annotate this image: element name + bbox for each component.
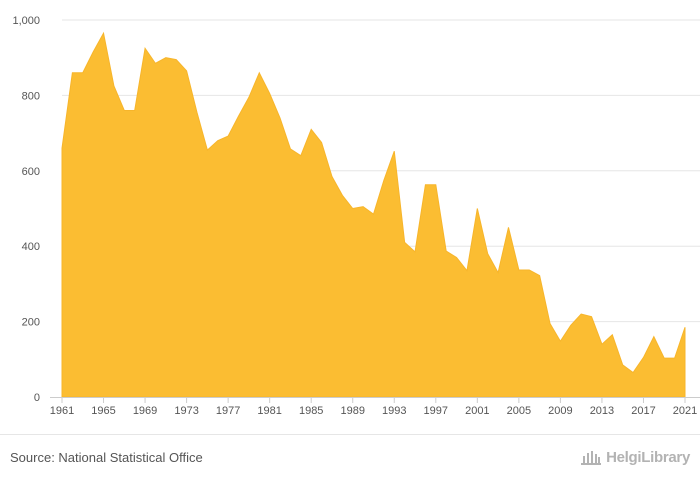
y-tick-label: 0 [34,392,40,404]
x-axis-tick-labels: 1961 1965 1969 1973 1977 1981 1985 1989 1993 1997… [50,397,697,417]
x-tick-label: 2009 [548,405,572,417]
x-tick-label: 1989 [340,405,364,417]
x-tick-label: 1993 [382,405,406,417]
y-tick-label: 400 [22,241,40,253]
area-series [61,31,686,398]
x-tick-label: 1977 [216,405,240,417]
x-tick-label: 1997 [424,405,448,417]
x-tick-label: 1965 [91,405,115,417]
x-tick-label: 1985 [299,405,323,417]
x-tick-label: 1961 [50,405,74,417]
x-tick-label: 2021 [673,405,697,417]
x-tick-label: 1969 [133,405,157,417]
x-tick-label: 2017 [631,405,655,417]
library-building-icon [581,451,602,465]
brand-name: HelgiLibrary [606,448,690,466]
x-tick-label: 2005 [507,405,531,417]
footer-divider [0,434,700,435]
y-tick-label: 800 [22,90,40,102]
x-tick-label: 2013 [590,405,614,417]
x-tick-label: 1973 [174,405,198,417]
brand-logo: HelgiLibrary [580,448,690,466]
y-tick-label: 200 [22,317,40,329]
y-axis-tick-labels: 0 200 400 600 800 1,000 [12,15,40,404]
y-tick-label: 1,000 [12,15,40,27]
source-note: Source: National Statistical Office [10,450,203,465]
x-tick-label: 1981 [257,405,281,417]
y-tick-label: 600 [22,166,40,178]
x-tick-label: 2001 [465,405,489,417]
